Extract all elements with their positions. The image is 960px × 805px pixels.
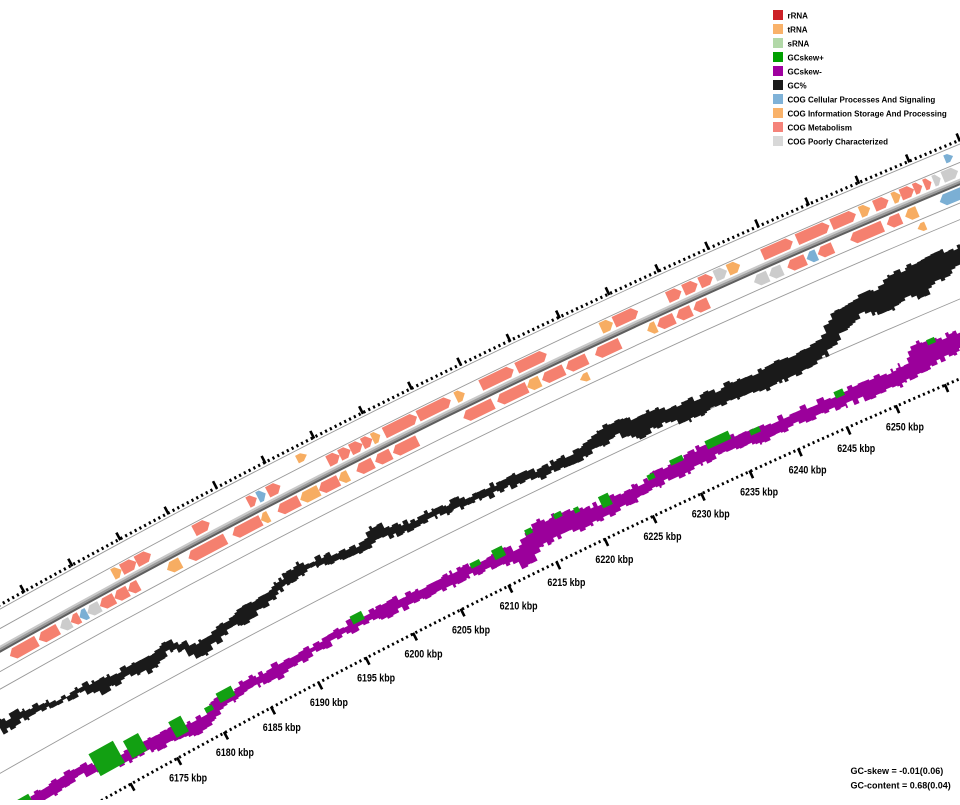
- svg-text:tRNA: tRNA: [788, 26, 808, 35]
- svg-text:GC-skew = -0.01(0.06): GC-skew = -0.01(0.06): [851, 766, 944, 776]
- svg-text:6195 kbp: 6195 kbp: [357, 673, 395, 685]
- svg-text:GC-content = 0.68(0.04): GC-content = 0.68(0.04): [851, 781, 951, 791]
- svg-text:6230 kbp: 6230 kbp: [692, 509, 730, 521]
- svg-text:6220 kbp: 6220 kbp: [595, 554, 633, 566]
- svg-text:GC%: GC%: [788, 82, 807, 91]
- svg-text:COG Poorly Characterized: COG Poorly Characterized: [788, 138, 889, 147]
- svg-text:6245 kbp: 6245 kbp: [837, 443, 875, 455]
- svg-text:COG Information Storage And Pr: COG Information Storage And Processing: [788, 110, 947, 119]
- svg-text:6180 kbp: 6180 kbp: [216, 747, 254, 759]
- svg-text:6225 kbp: 6225 kbp: [644, 531, 682, 543]
- svg-text:6185 kbp: 6185 kbp: [263, 722, 301, 734]
- svg-text:6205 kbp: 6205 kbp: [452, 624, 490, 636]
- svg-text:GCskew+: GCskew+: [788, 54, 825, 63]
- svg-text:COG Metabolism: COG Metabolism: [788, 124, 852, 133]
- svg-text:GCskew-: GCskew-: [788, 68, 823, 77]
- svg-text:6190 kbp: 6190 kbp: [310, 697, 348, 709]
- svg-text:6210 kbp: 6210 kbp: [500, 601, 538, 613]
- svg-text:rRNA: rRNA: [788, 12, 809, 21]
- svg-text:COG Cellular Processes And Sig: COG Cellular Processes And Signaling: [788, 96, 936, 105]
- svg-text:6235 kbp: 6235 kbp: [740, 486, 778, 498]
- svg-text:6240 kbp: 6240 kbp: [789, 464, 827, 476]
- svg-text:6215 kbp: 6215 kbp: [547, 577, 585, 589]
- svg-text:sRNA: sRNA: [788, 40, 810, 49]
- svg-text:6175 kbp: 6175 kbp: [169, 773, 207, 785]
- svg-text:6250 kbp: 6250 kbp: [886, 421, 924, 433]
- svg-text:6200 kbp: 6200 kbp: [405, 648, 443, 660]
